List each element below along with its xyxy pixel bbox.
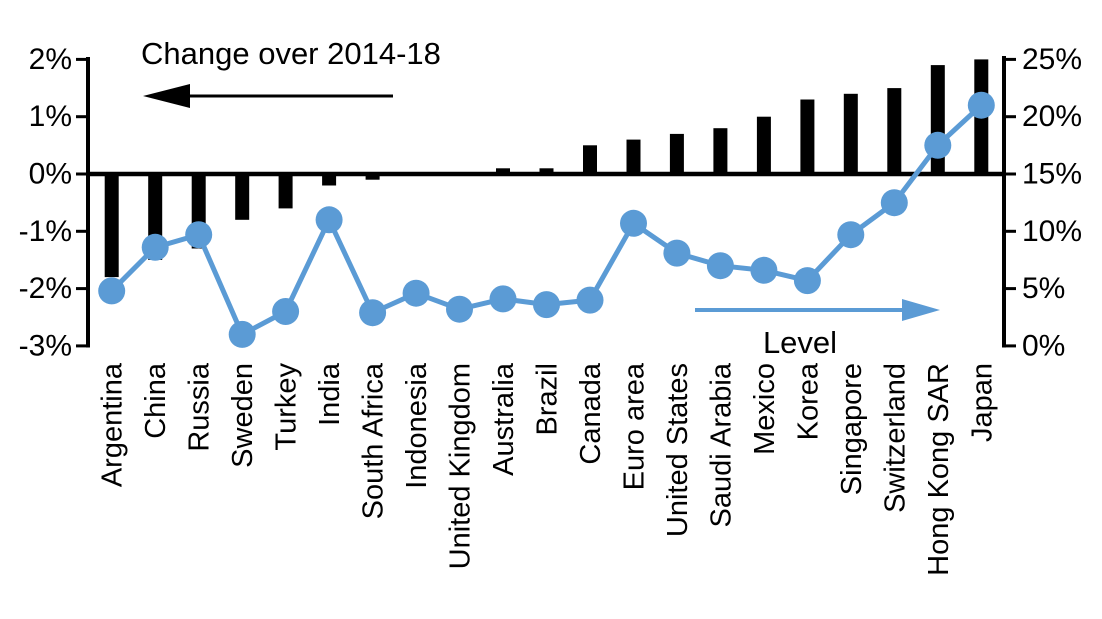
left-axis-tick-label: -2% xyxy=(19,272,72,305)
left-axis-tick-label: 2% xyxy=(29,43,72,76)
category-label: Australia xyxy=(488,362,520,476)
left-axis-tick-label: 0% xyxy=(29,158,72,191)
category-label: Turkey xyxy=(271,363,303,451)
bar-korea xyxy=(800,99,815,174)
marker-switzerland xyxy=(880,189,908,217)
bar-turkey xyxy=(278,174,293,209)
left-arrow-icon xyxy=(143,84,190,108)
right-axis-tick-label: 15% xyxy=(1022,158,1082,191)
right-axis-tick-label: 25% xyxy=(1022,43,1082,76)
right-arrow-icon xyxy=(902,299,940,321)
right-axis-tick-label: 10% xyxy=(1022,215,1082,248)
bar-sweden xyxy=(235,174,250,220)
marker-china xyxy=(141,233,169,261)
category-label: Mexico xyxy=(749,363,781,455)
bar-singapore xyxy=(843,93,858,174)
marker-sweden xyxy=(228,320,256,348)
category-label: Switzerland xyxy=(879,363,911,513)
marker-brazil xyxy=(533,291,560,319)
marker-saudi-arabia xyxy=(706,252,734,280)
change-annotation-label: Change over 2014-18 xyxy=(141,36,441,71)
bar-australia xyxy=(496,168,510,174)
bar-saudi-arabia xyxy=(713,128,728,174)
category-label: South Africa xyxy=(358,362,390,519)
category-label: Indonesia xyxy=(401,362,433,489)
right-axis-tick-label: 20% xyxy=(1022,100,1082,133)
category-label: Korea xyxy=(792,362,824,440)
bar-south-africa xyxy=(365,174,380,180)
marker-south-africa xyxy=(359,299,387,327)
marker-australia xyxy=(489,285,517,313)
category-label: Sweden xyxy=(227,363,259,468)
category-label: Euro area xyxy=(619,362,651,490)
bar-canada xyxy=(583,145,597,174)
category-label: India xyxy=(314,362,346,426)
left-axis-tick-label: -1% xyxy=(19,215,72,248)
level-annotation-label: Level xyxy=(763,325,837,360)
bar-switzerland xyxy=(887,88,902,174)
category-label: Russia xyxy=(184,362,216,452)
marker-india xyxy=(315,206,343,234)
left-axis-tick-label: 1% xyxy=(29,100,72,133)
category-label: Argentina xyxy=(97,362,129,487)
bar-united-states xyxy=(669,133,684,174)
marker-hong-kong-sar xyxy=(924,131,952,159)
bar-india xyxy=(322,174,337,186)
marker-indonesia xyxy=(402,279,430,307)
marker-united-states xyxy=(663,239,691,267)
marker-korea xyxy=(793,267,821,295)
category-label: Canada xyxy=(575,362,607,464)
marker-canada xyxy=(576,286,604,314)
category-label: Singapore xyxy=(836,363,868,495)
category-label: China xyxy=(140,362,172,439)
right-axis-tick-label: 5% xyxy=(1022,272,1065,305)
bar-euro-area xyxy=(626,139,641,174)
marker-russia xyxy=(185,221,213,249)
category-label: United Kingdom xyxy=(445,363,477,569)
bar-brazil xyxy=(539,168,554,174)
left-axis-tick-label: -3% xyxy=(19,329,72,362)
marker-united-kingdom xyxy=(446,295,473,323)
marker-japan xyxy=(967,91,995,119)
category-label: Hong Kong SAR xyxy=(923,363,955,576)
bar-mexico xyxy=(756,116,771,174)
bar-argentina xyxy=(104,174,119,278)
marker-turkey xyxy=(272,298,300,325)
category-label: Japan xyxy=(966,363,998,442)
marker-euro-area xyxy=(620,209,647,237)
category-label: Saudi Arabia xyxy=(705,362,737,527)
right-axis-tick-label: 0% xyxy=(1022,329,1065,362)
marker-singapore xyxy=(837,221,865,249)
marker-mexico xyxy=(750,256,778,284)
marker-argentina xyxy=(98,277,126,305)
category-label: Brazil xyxy=(532,363,564,436)
category-label: United States xyxy=(662,363,694,537)
